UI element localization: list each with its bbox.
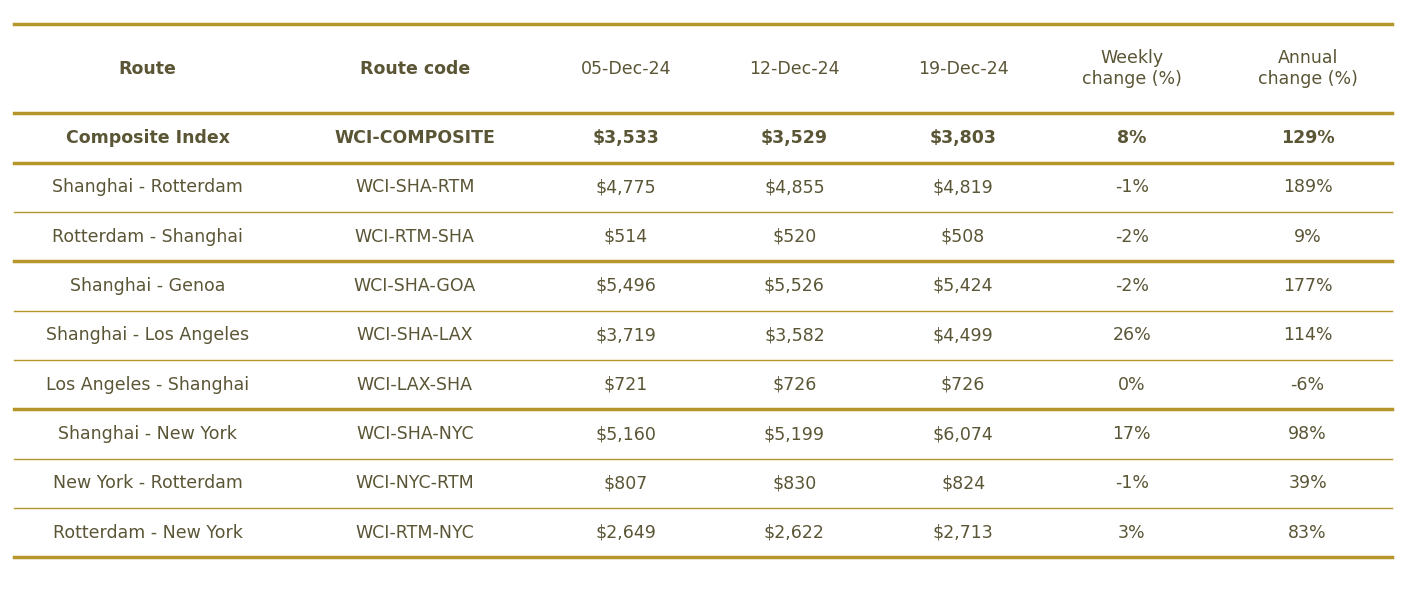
Text: 189%: 189% [1282, 178, 1333, 196]
Text: Route code: Route code [360, 60, 470, 78]
Text: $726: $726 [772, 376, 817, 394]
Text: $824: $824 [941, 474, 986, 492]
Text: 12-Dec-24: 12-Dec-24 [749, 60, 839, 78]
Text: WCI-SHA-RTM: WCI-SHA-RTM [356, 178, 474, 196]
Text: $514: $514 [603, 228, 648, 246]
Text: $4,819: $4,819 [932, 178, 994, 196]
Text: New York - Rotterdam: New York - Rotterdam [52, 474, 243, 492]
Text: $3,533: $3,533 [592, 129, 659, 147]
Text: $520: $520 [772, 228, 817, 246]
Text: -2%: -2% [1115, 277, 1149, 295]
Text: Los Angeles - Shanghai: Los Angeles - Shanghai [46, 376, 249, 394]
Text: $3,582: $3,582 [763, 326, 825, 344]
Text: WCI-RTM-SHA: WCI-RTM-SHA [354, 228, 475, 246]
Text: 0%: 0% [1118, 376, 1146, 394]
Text: 98%: 98% [1288, 425, 1327, 443]
Text: 05-Dec-24: 05-Dec-24 [581, 60, 671, 78]
Text: 39%: 39% [1288, 474, 1327, 492]
Text: Shanghai - Genoa: Shanghai - Genoa [70, 277, 225, 295]
Text: -6%: -6% [1291, 376, 1324, 394]
Text: $3,803: $3,803 [929, 129, 997, 147]
Text: 83%: 83% [1288, 524, 1327, 542]
Text: 8%: 8% [1118, 129, 1146, 147]
Text: $4,855: $4,855 [763, 178, 825, 196]
Text: $5,199: $5,199 [763, 425, 825, 443]
Text: Shanghai - Rotterdam: Shanghai - Rotterdam [52, 178, 243, 196]
Text: $726: $726 [941, 376, 986, 394]
Text: $2,622: $2,622 [763, 524, 825, 542]
Text: $508: $508 [941, 228, 986, 246]
Text: WCI-LAX-SHA: WCI-LAX-SHA [357, 376, 472, 394]
Text: $3,529: $3,529 [761, 129, 828, 147]
Text: 114%: 114% [1282, 326, 1333, 344]
Text: $5,496: $5,496 [595, 277, 657, 295]
Text: Weekly
change (%): Weekly change (%) [1081, 49, 1182, 88]
Text: $5,526: $5,526 [763, 277, 825, 295]
Text: $2,649: $2,649 [595, 524, 657, 542]
Text: 129%: 129% [1281, 129, 1334, 147]
Text: -1%: -1% [1115, 178, 1149, 196]
Text: Route: Route [118, 60, 177, 78]
Text: $2,713: $2,713 [932, 524, 994, 542]
Text: WCI-NYC-RTM: WCI-NYC-RTM [356, 474, 474, 492]
Text: Rotterdam - Shanghai: Rotterdam - Shanghai [52, 228, 243, 246]
Text: $5,160: $5,160 [595, 425, 657, 443]
Text: 9%: 9% [1294, 228, 1322, 246]
Text: 19-Dec-24: 19-Dec-24 [918, 60, 1008, 78]
Text: WCI-SHA-LAX: WCI-SHA-LAX [357, 326, 472, 344]
Text: Shanghai - Los Angeles: Shanghai - Los Angeles [46, 326, 249, 344]
Text: $5,424: $5,424 [932, 277, 994, 295]
Text: $3,719: $3,719 [595, 326, 657, 344]
Text: Composite Index: Composite Index [66, 129, 229, 147]
Text: 3%: 3% [1118, 524, 1146, 542]
Text: Annual
change (%): Annual change (%) [1257, 49, 1358, 88]
Text: $4,499: $4,499 [932, 326, 994, 344]
Text: $830: $830 [772, 474, 817, 492]
Text: 26%: 26% [1112, 326, 1152, 344]
Text: 177%: 177% [1282, 277, 1333, 295]
Text: Shanghai - New York: Shanghai - New York [58, 425, 238, 443]
Text: $721: $721 [603, 376, 648, 394]
Text: -1%: -1% [1115, 474, 1149, 492]
Text: Rotterdam - New York: Rotterdam - New York [52, 524, 243, 542]
Text: $6,074: $6,074 [932, 425, 994, 443]
Text: $4,775: $4,775 [595, 178, 657, 196]
Text: 17%: 17% [1112, 425, 1152, 443]
Text: -2%: -2% [1115, 228, 1149, 246]
Text: WCI-SHA-NYC: WCI-SHA-NYC [356, 425, 474, 443]
Text: WCI-RTM-NYC: WCI-RTM-NYC [356, 524, 474, 542]
Text: WCI-COMPOSITE: WCI-COMPOSITE [335, 129, 495, 147]
Text: $807: $807 [603, 474, 648, 492]
Text: WCI-SHA-GOA: WCI-SHA-GOA [354, 277, 475, 295]
